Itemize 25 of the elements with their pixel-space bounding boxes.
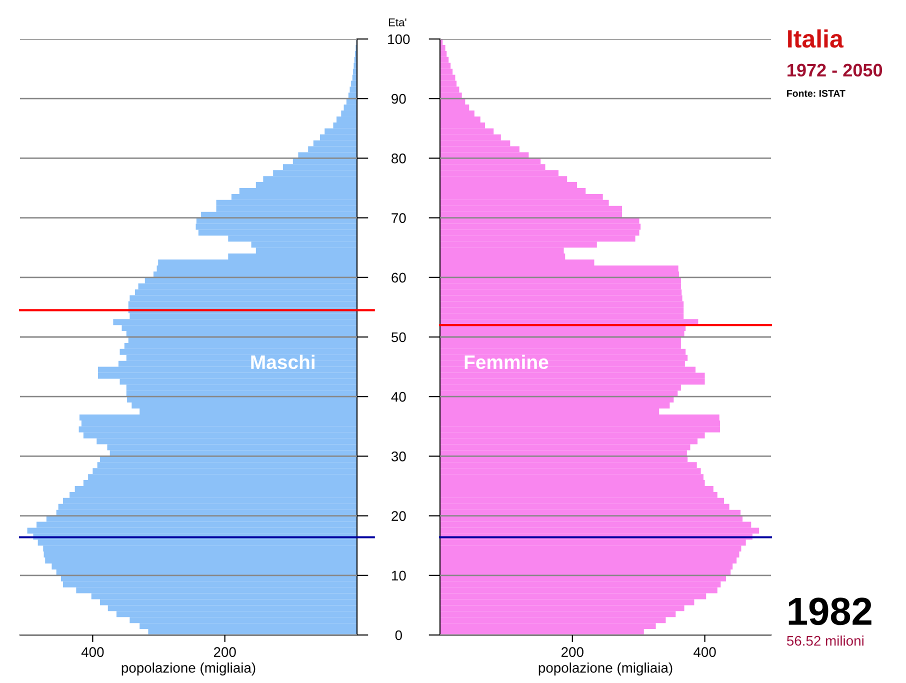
x-tick-label: 200 [562,647,584,658]
text: 1972 - 2050 [788,64,882,77]
y-tick-label: 20 [392,511,406,521]
x-axis-title: popolazione (migliaia) [122,662,256,676]
y-tick-label: 40 [391,392,406,402]
annotation: Femmine [464,354,548,370]
y-axis-title: Eta' [388,18,406,26]
y-tick-label: 100 [388,34,410,44]
text: 1982 [788,598,872,626]
annotation: Maschi [251,354,314,370]
x-tick-label: 200 [214,647,236,658]
x-tick-label: 400 [694,647,716,658]
y-tick-label: 90 [392,94,406,104]
y-tick-label: 80 [392,154,406,164]
x-axis-title: popolazione (migliaia) [538,662,672,676]
y-tick-label: 50 [392,332,406,342]
y-tick-label: 70 [392,213,406,223]
text: 56.52 milioni [786,636,864,646]
y-tick-label: 60 [392,272,406,283]
y-tick-label: 10 [392,570,406,581]
y-tick-label: 30 [391,452,406,462]
x-tick-label: 400 [81,647,104,658]
text: Italia [788,29,844,48]
source-note: Fonte: ISTAT [787,90,846,97]
y-tick-label: 0 [395,630,402,640]
